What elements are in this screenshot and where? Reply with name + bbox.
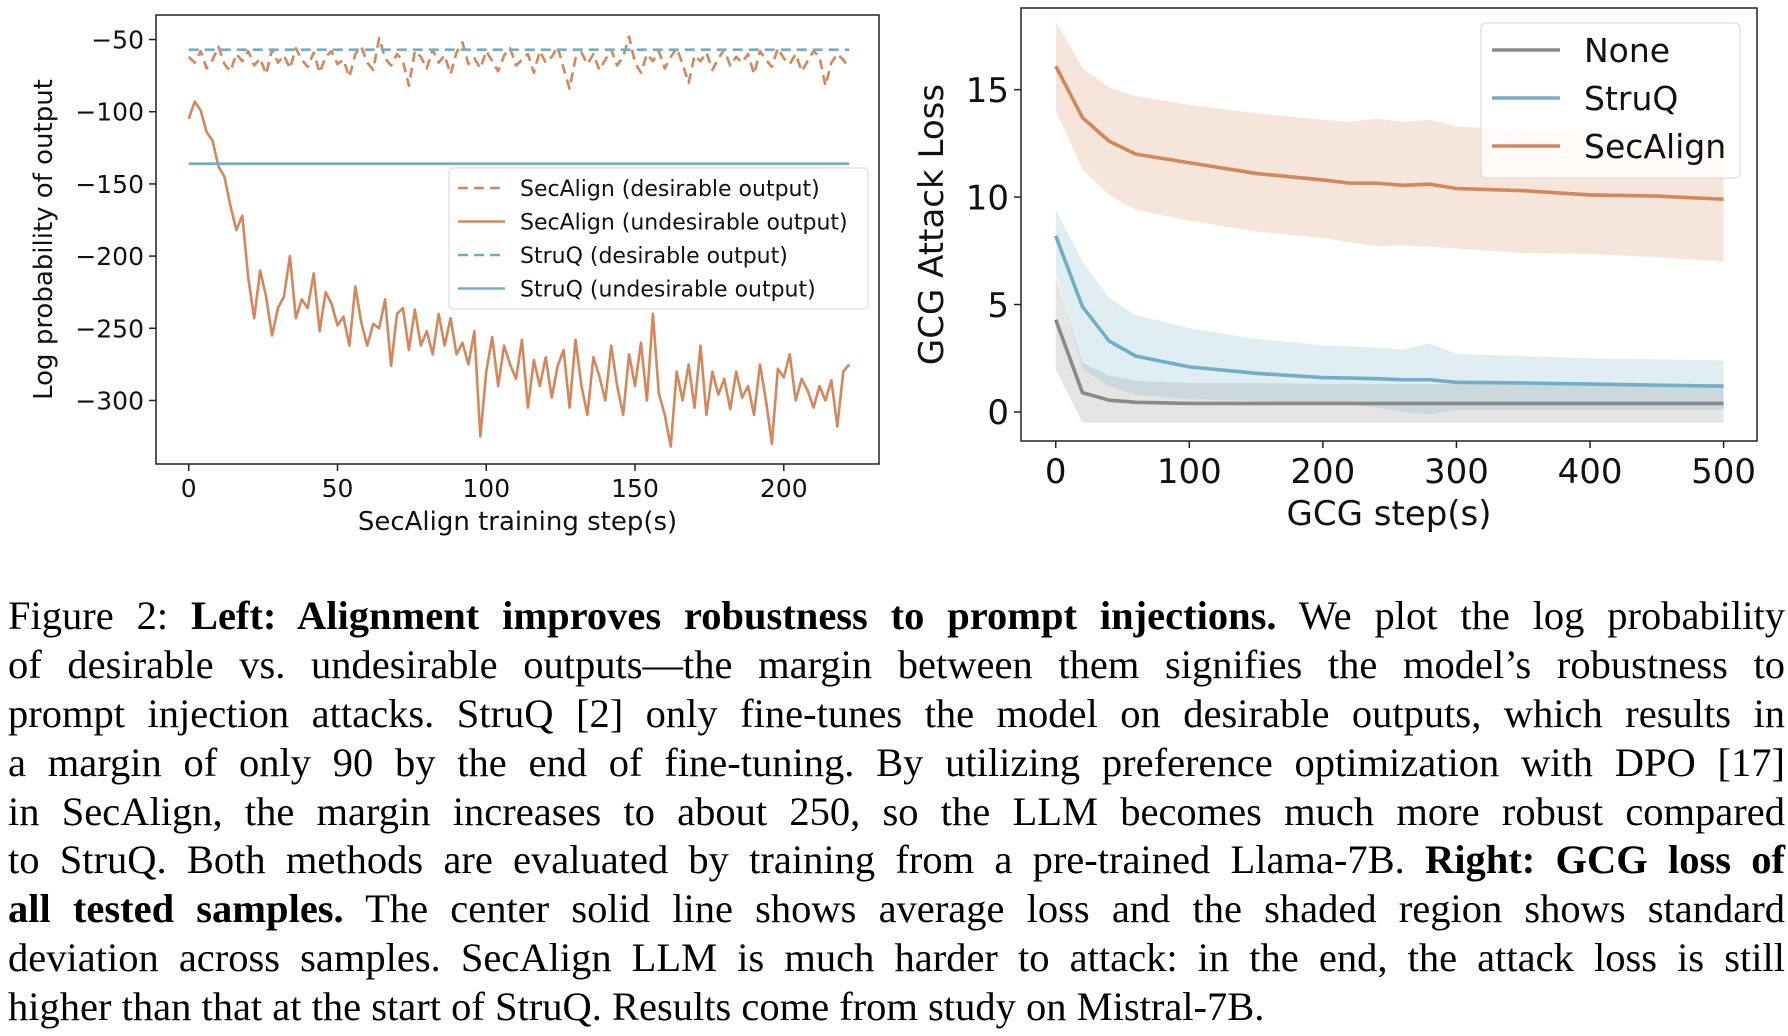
caption-bold-text: Right: GCG loss of — [1425, 837, 1785, 883]
y-tick-label: 15 — [966, 71, 1009, 111]
y-tick-label: −300 — [75, 386, 144, 415]
legend-label: SecAlign (desirable output) — [520, 177, 820, 202]
y-tick-label: 5 — [987, 286, 1009, 326]
x-tick-label: 300 — [1424, 452, 1489, 492]
x-tick-label: 150 — [611, 474, 659, 503]
y-tick-label: −150 — [75, 170, 144, 199]
caption-line: higher than that at the start of StruQ. … — [8, 983, 1785, 1032]
figure-caption: Figure 2: Left: Alignment improves robus… — [8, 592, 1785, 1032]
legend-label: StruQ (desirable output) — [520, 244, 788, 269]
caption-bold-text: all tested samples. — [8, 886, 344, 932]
legend-label: None — [1584, 31, 1670, 70]
y-tick-label: −250 — [75, 314, 144, 343]
mean-line-none — [1054, 318, 1724, 406]
y-axis-label: GCG Attack Loss — [912, 84, 952, 365]
legend: SecAlign (desirable output) SecAlign (und… — [448, 167, 869, 310]
x-tick-label: 0 — [1045, 452, 1067, 492]
caption-text: a margin of only 90 by the end of fine-t… — [8, 739, 1785, 785]
caption-text: We plot the log probability — [1276, 593, 1785, 638]
caption-text: The center solid line shows average loss… — [343, 886, 1785, 932]
legend-frame — [1480, 22, 1741, 179]
caption-bold-text: Left: Alignment improves robustness to p… — [190, 593, 1277, 638]
x-tick-label: 200 — [1290, 452, 1355, 492]
legend: None StruQ SecAlign — [1480, 22, 1741, 179]
std-band-secalign — [1055, 20, 1724, 262]
caption-line: a margin of only 90 by the end of fine-t… — [8, 739, 1785, 788]
plot-area — [1054, 20, 1724, 423]
caption-text: to StruQ. Both methods are evaluated by … — [8, 837, 1426, 883]
chart-0: 0 50 100 150 200 −50 −100 −150 −200 −250 −300 SecAl… — [29, 14, 880, 537]
series-line-secalign-undesirable-output- — [187, 100, 851, 448]
legend-label: StruQ — [1584, 79, 1678, 118]
y-tick-label: 10 — [966, 178, 1009, 218]
x-tick-label: 200 — [760, 474, 808, 503]
caption-line: of desirable vs. undesirable outputs—the… — [8, 641, 1785, 690]
x-tick-label: 100 — [1157, 452, 1222, 492]
y-tick-label: −50 — [91, 26, 144, 55]
std-band-struq — [1055, 209, 1724, 415]
caption-text: Figure 2: — [8, 593, 191, 638]
caption-text: in SecAlign, the margin increases to abo… — [8, 788, 1785, 834]
x-tick-label: 50 — [322, 474, 354, 503]
series-line-secalign-desirable-output- — [187, 35, 851, 90]
caption-text: prompt injection attacks. StruQ [2] only… — [8, 690, 1785, 736]
mean-line-secalign — [1054, 65, 1724, 202]
legend-label: SecAlign (undesirable output) — [520, 211, 848, 236]
x-tick-label: 500 — [1691, 452, 1756, 492]
legend-label: SecAlign — [1584, 127, 1726, 166]
caption-text: higher than that at the start of StruQ. … — [8, 984, 1265, 1030]
caption-line: all tested samples. The center solid lin… — [8, 885, 1785, 934]
x-tick-label: 100 — [462, 474, 510, 503]
caption-line: Figure 2: Left: Alignment improves robus… — [8, 592, 1785, 641]
caption-line: to StruQ. Both methods are evaluated by … — [8, 836, 1785, 885]
chart-1: 0 100 200 300 400 500 0 5 10 15 GCG step(s) GCG Att… — [912, 7, 1758, 534]
y-tick-label: 0 — [987, 393, 1009, 433]
mean-line-struq — [1054, 235, 1724, 389]
caption-text: deviation across samples. SecAlign LLM i… — [8, 935, 1785, 981]
x-axis-label: GCG step(s) — [1286, 494, 1491, 534]
x-tick-label: 400 — [1558, 452, 1623, 492]
caption-line: prompt injection attacks. StruQ [2] only… — [8, 690, 1785, 739]
std-band-none — [1055, 276, 1724, 423]
caption-text: of desirable vs. undesirable outputs—the… — [8, 641, 1785, 687]
axes-frame — [155, 14, 880, 465]
x-tick-label: 0 — [181, 474, 197, 503]
legend-label: StruQ (undesirable output) — [520, 278, 816, 303]
legend-frame — [448, 167, 869, 310]
caption-line: deviation across samples. SecAlign LLM i… — [8, 934, 1785, 983]
y-tick-label: −200 — [75, 242, 144, 271]
y-tick-label: −100 — [75, 98, 144, 127]
axes-frame — [1020, 7, 1758, 442]
plot-area — [187, 35, 851, 448]
caption-line: in SecAlign, the margin increases to abo… — [8, 788, 1785, 837]
x-axis-label: SecAlign training step(s) — [358, 507, 677, 537]
y-axis-label: Log probability of output — [29, 79, 59, 400]
